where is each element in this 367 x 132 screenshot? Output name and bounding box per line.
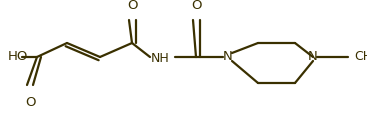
Text: CH₃: CH₃ [354,51,367,63]
Text: O: O [191,0,201,12]
Text: N: N [308,51,318,63]
Text: N: N [223,51,233,63]
Text: NH: NH [150,53,170,65]
Text: O: O [25,96,35,109]
Text: HO: HO [8,51,28,63]
Text: O: O [127,0,137,12]
